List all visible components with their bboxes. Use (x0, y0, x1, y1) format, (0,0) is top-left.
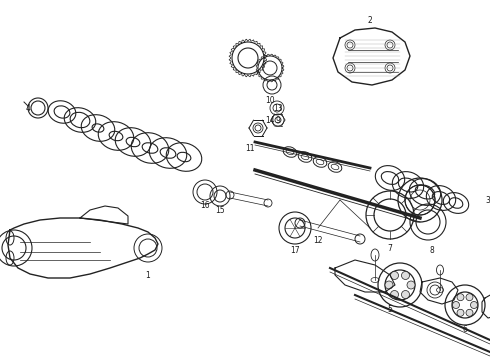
Circle shape (466, 309, 473, 316)
Circle shape (452, 302, 460, 309)
Circle shape (457, 294, 464, 301)
Text: 3: 3 (486, 195, 490, 204)
Text: 5: 5 (388, 306, 392, 315)
Text: 6: 6 (463, 325, 467, 334)
Circle shape (470, 302, 477, 309)
Circle shape (391, 271, 398, 279)
Text: 7: 7 (388, 243, 392, 252)
Circle shape (391, 291, 398, 298)
Circle shape (401, 271, 410, 279)
Circle shape (466, 294, 473, 301)
Text: 2: 2 (368, 15, 372, 24)
Circle shape (407, 281, 415, 289)
Text: 14: 14 (265, 116, 275, 125)
Text: 16: 16 (200, 201, 210, 210)
Text: 12: 12 (313, 235, 323, 244)
Text: 10: 10 (265, 95, 275, 104)
Text: 1: 1 (146, 270, 150, 279)
Text: 9: 9 (275, 116, 280, 125)
Text: 15: 15 (215, 206, 225, 215)
Text: 17: 17 (290, 246, 300, 255)
Circle shape (385, 281, 393, 289)
Text: 4: 4 (25, 104, 30, 113)
Circle shape (401, 291, 410, 298)
Text: 8: 8 (430, 246, 434, 255)
Text: 11: 11 (245, 144, 255, 153)
Text: 13: 13 (273, 104, 283, 113)
Circle shape (457, 309, 464, 316)
